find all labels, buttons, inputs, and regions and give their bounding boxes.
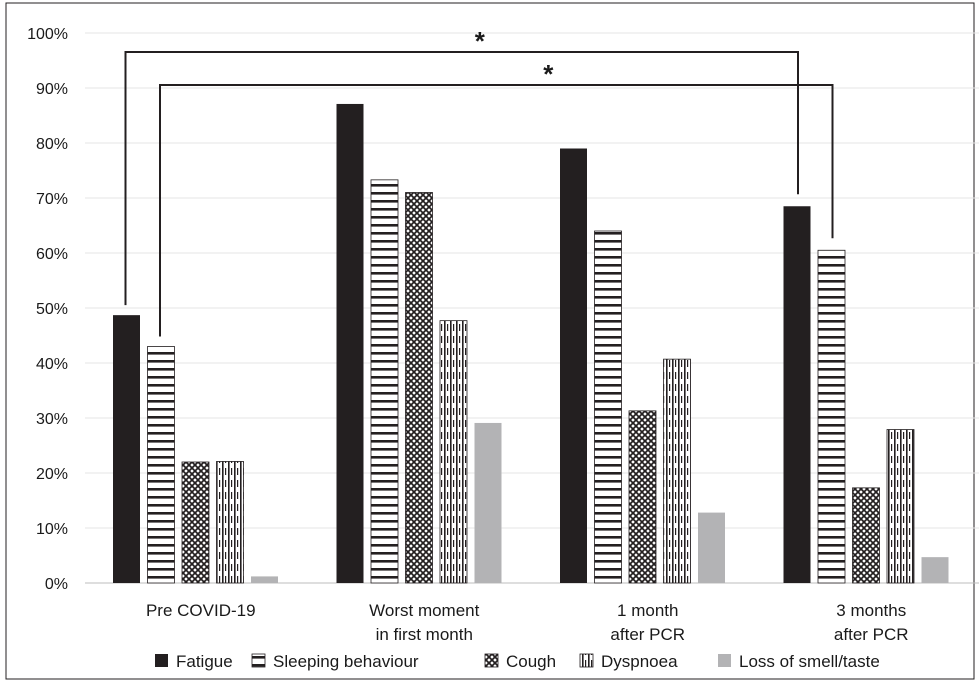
y-tick-label: 50% (36, 301, 68, 318)
bar-loss-of-smell-taste-0 (251, 576, 278, 583)
y-tick-label: 60% (36, 246, 68, 263)
y-tick-label: 30% (36, 411, 68, 428)
bar-loss-of-smell-taste-3 (921, 557, 949, 583)
bar-sleeping-behaviour-2 (594, 230, 622, 584)
legend-swatch (155, 654, 168, 667)
bar-loss-of-smell-taste-1 (474, 422, 502, 583)
bar-loss-of-smell-taste-2 (698, 512, 725, 583)
y-tick-label: 40% (36, 356, 68, 373)
bar-dyspnoea-2 (663, 358, 691, 584)
bar-fatigue-2 (560, 148, 587, 583)
x-category-label: Worst moment (369, 601, 479, 620)
significance-star: * (543, 59, 554, 89)
legend-label: Sleeping behaviour (273, 652, 419, 671)
significance-bracket (124, 51, 799, 306)
bar-sleeping-behaviour-1 (370, 179, 399, 584)
y-tick-label: 10% (36, 521, 68, 538)
x-category-label: 3 months (836, 601, 906, 620)
legend-label: Fatigue (176, 652, 233, 671)
bar-fatigue-0 (113, 315, 140, 583)
chart-border (5, 2, 975, 680)
y-tick-label: 0% (45, 576, 68, 593)
bar-cough-2 (628, 410, 657, 584)
legend-swatch (579, 653, 594, 668)
x-category-label: Pre COVID-19 (146, 601, 256, 620)
x-category-label: after PCR (834, 625, 909, 644)
x-category-label: after PCR (610, 625, 685, 644)
legend-label: Cough (506, 652, 556, 671)
bar-sleeping-behaviour-0 (147, 346, 175, 584)
bar-dyspnoea-3 (886, 429, 915, 584)
x-axis: Pre COVID-19 Worst moment in first month 1 … (146, 601, 909, 644)
y-tick-label: 90% (36, 81, 68, 98)
bar-fatigue-1 (336, 103, 364, 583)
legend-label: Loss of smell/taste (739, 652, 880, 671)
significance-bracket (159, 84, 834, 337)
bars (113, 103, 949, 584)
legend-label: Dyspnoea (601, 652, 678, 671)
legend-swatch (251, 653, 266, 668)
bar-cough-1 (405, 192, 433, 584)
significance-star: * (475, 26, 486, 56)
y-tick-label: 100% (27, 26, 68, 43)
legend: Fatigue Sleeping behaviour Cough Dyspnoea Lo… (155, 652, 880, 671)
y-tick-label: 20% (36, 466, 68, 483)
bar-cough-3 (852, 487, 880, 584)
bar-fatigue-3 (783, 206, 811, 583)
bar-dyspnoea-0 (216, 461, 244, 584)
x-category-label: in first month (376, 625, 473, 644)
y-tick-label: 80% (36, 136, 68, 153)
x-category-label: 1 month (617, 601, 678, 620)
y-tick-label: 70% (36, 191, 68, 208)
legend-swatch (718, 654, 731, 667)
legend-swatch (484, 653, 499, 668)
bar-sleeping-behaviour-3 (817, 249, 846, 584)
bar-dyspnoea-1 (439, 320, 468, 584)
significance-brackets: ** (124, 26, 834, 337)
bar-cough-0 (181, 461, 210, 584)
